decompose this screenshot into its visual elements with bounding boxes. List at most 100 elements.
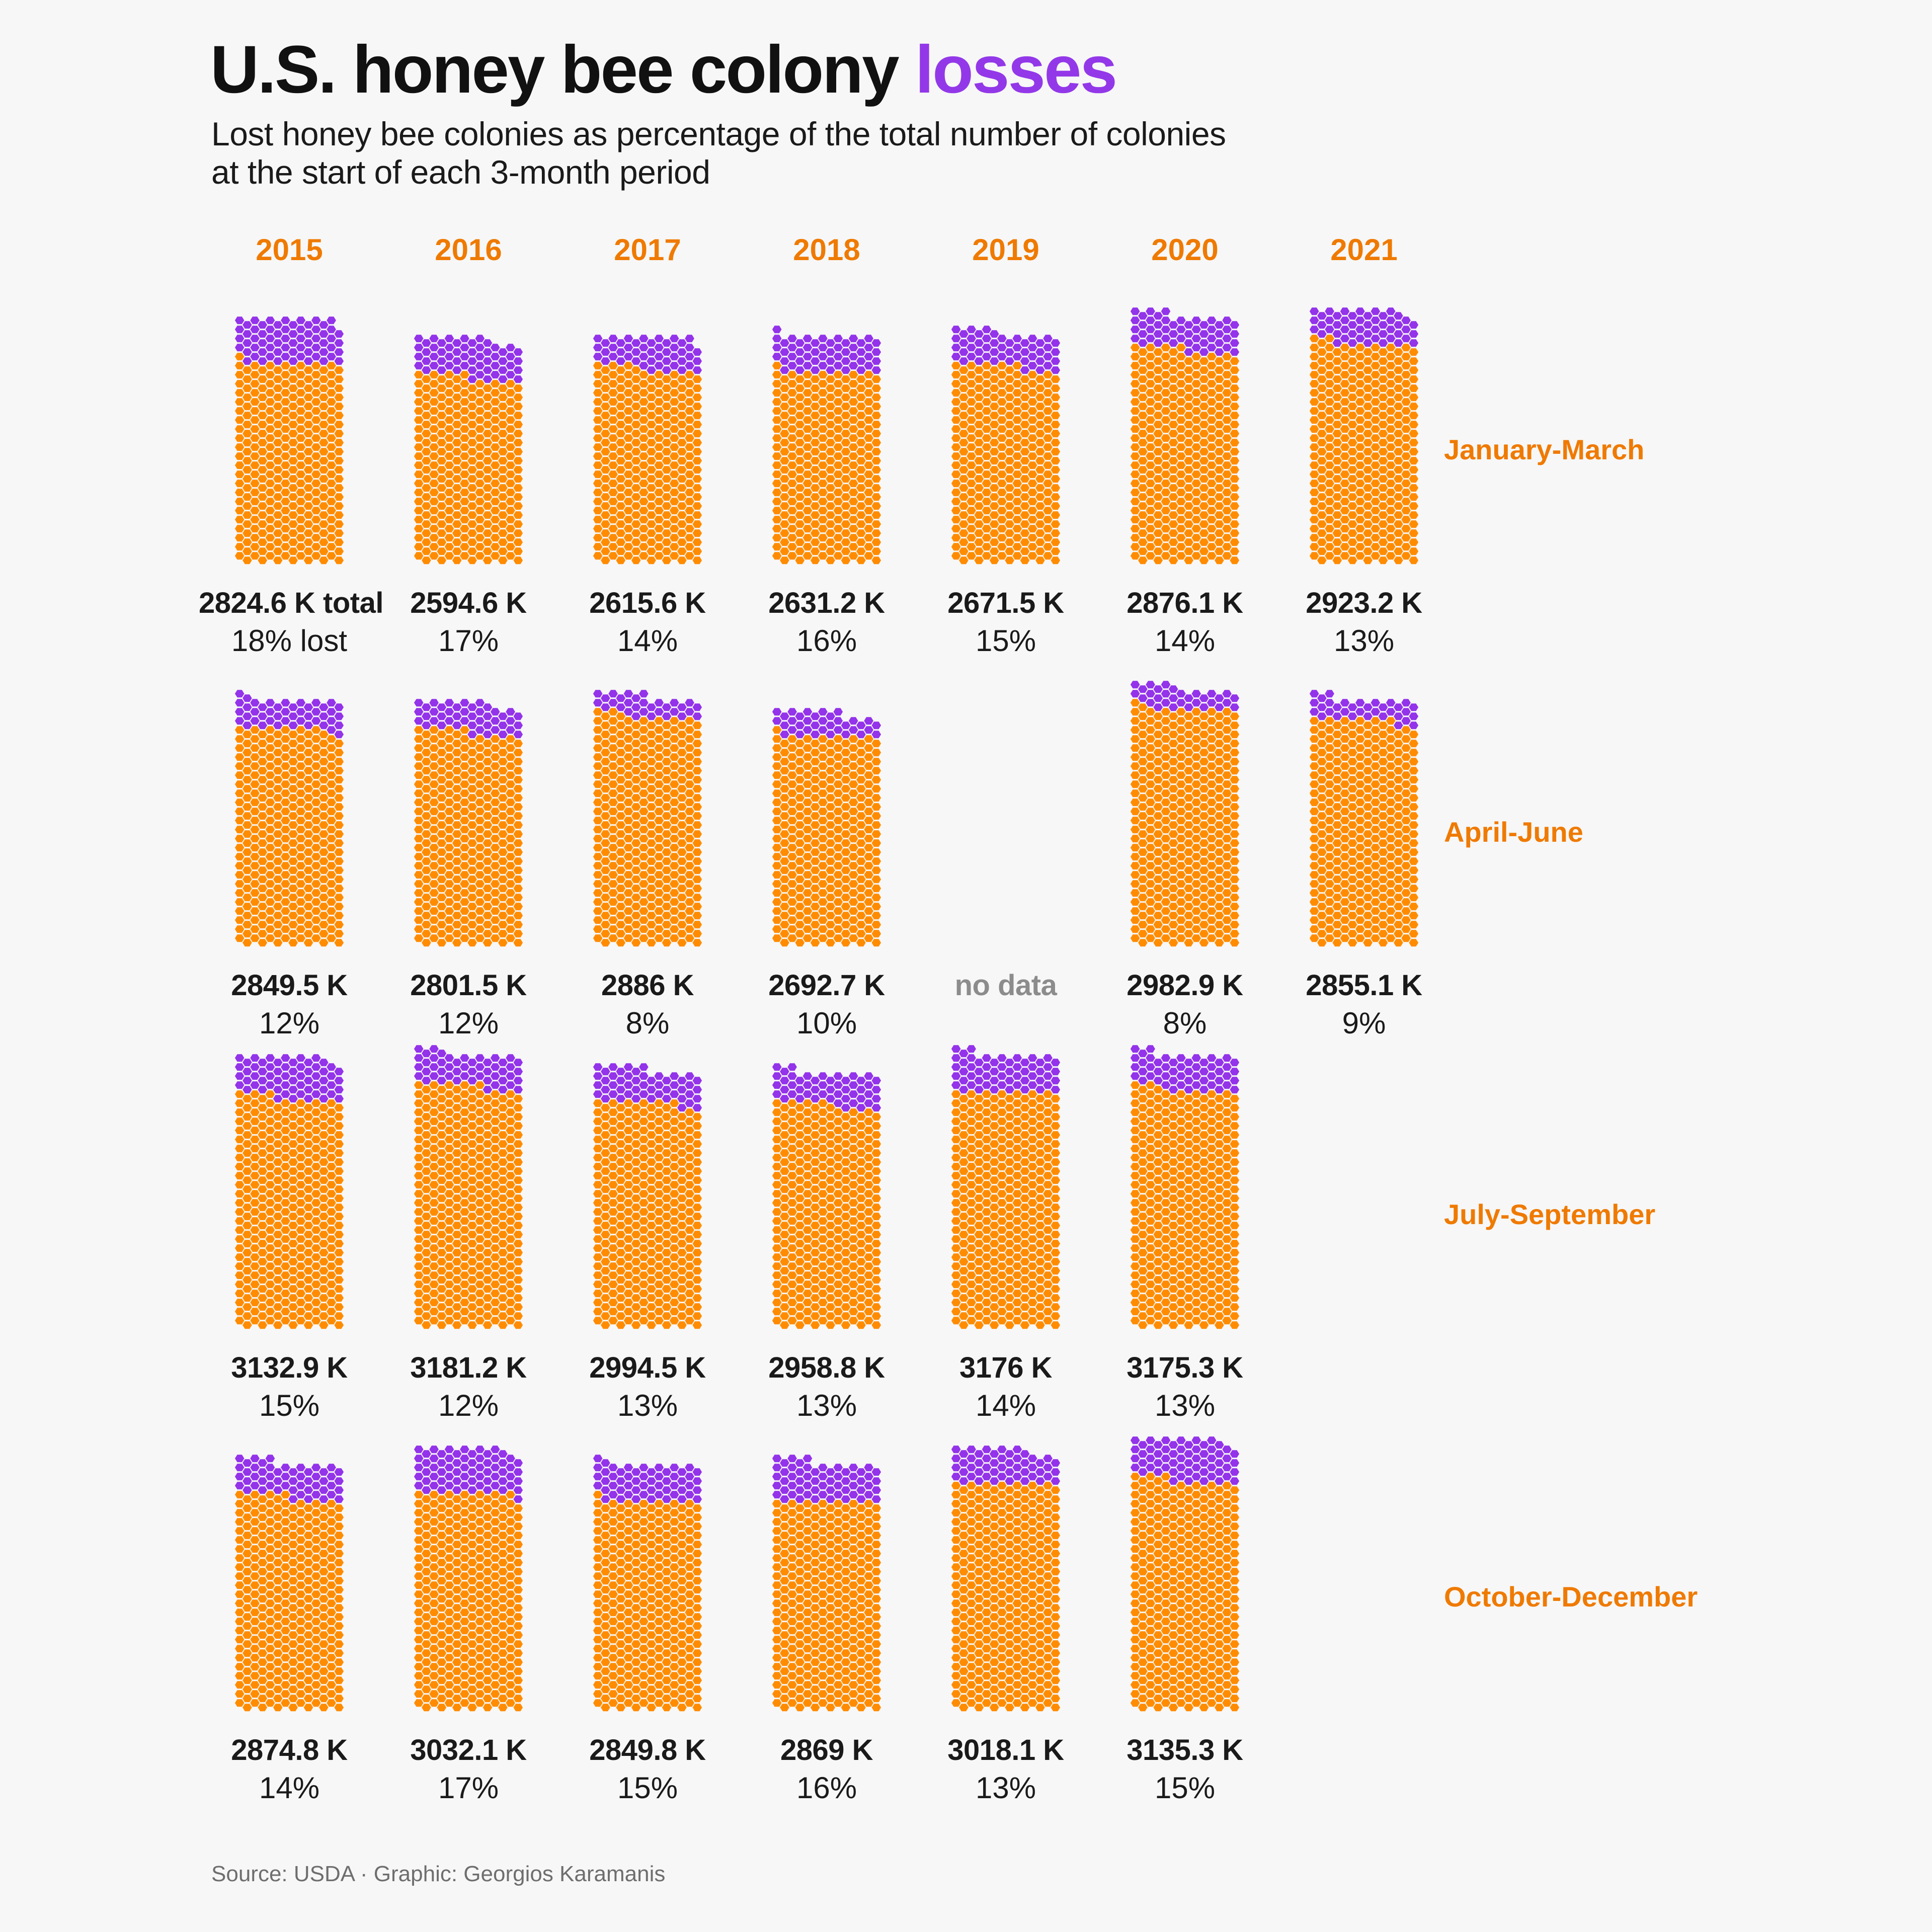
hex-remaining xyxy=(856,839,866,847)
hex-lost xyxy=(1371,316,1381,324)
hex-remaining xyxy=(772,498,782,505)
hex-remaining xyxy=(1317,740,1327,747)
hex-remaining xyxy=(514,903,523,910)
hex-remaining xyxy=(795,538,805,546)
hex-remaining xyxy=(250,735,260,743)
hex-remaining xyxy=(1192,543,1201,550)
hex-remaining xyxy=(685,543,694,550)
hex-remaining xyxy=(601,812,610,820)
hex-remaining xyxy=(266,762,275,770)
hex-lost xyxy=(311,717,321,725)
hex-remaining xyxy=(685,853,694,860)
hex-remaining xyxy=(616,712,626,720)
hex-remaining xyxy=(1230,848,1240,856)
hex-remaining xyxy=(288,412,298,419)
hex-remaining xyxy=(266,443,275,451)
hex-remaining xyxy=(677,448,687,455)
hex-remaining xyxy=(631,839,641,847)
hex-remaining xyxy=(1401,844,1411,851)
hex-remaining xyxy=(235,907,245,915)
hex-remaining xyxy=(616,830,626,838)
hex-remaining xyxy=(1169,511,1178,519)
hex-lost xyxy=(631,712,641,720)
hex-remaining xyxy=(834,525,843,532)
hex-remaining xyxy=(1035,502,1045,510)
hex-remaining xyxy=(1310,498,1319,505)
hex-remaining xyxy=(1340,798,1350,806)
hex-remaining xyxy=(1146,461,1155,469)
hex-remaining xyxy=(296,498,306,505)
hex-remaining xyxy=(445,907,454,915)
hex-remaining xyxy=(1325,335,1334,342)
hex-remaining xyxy=(498,448,508,455)
hex-lost xyxy=(319,703,329,711)
hex-remaining xyxy=(335,493,344,501)
hex-remaining xyxy=(1230,448,1240,455)
hex-lost xyxy=(445,353,454,360)
hex-remaining xyxy=(1192,835,1201,842)
hex-lost xyxy=(273,712,283,720)
hex-remaining xyxy=(1310,543,1319,550)
hex-lost xyxy=(1207,326,1217,333)
hex-remaining xyxy=(856,776,866,783)
hex-remaining xyxy=(1184,357,1193,365)
hex-remaining xyxy=(475,771,485,779)
hex-remaining xyxy=(990,439,999,446)
hex-remaining xyxy=(849,552,858,559)
hex-remaining xyxy=(1176,934,1186,942)
hex-remaining xyxy=(1379,830,1388,838)
hex-remaining xyxy=(1222,498,1232,505)
hex-remaining xyxy=(304,758,313,765)
hex-remaining xyxy=(483,740,493,747)
hex-remaining xyxy=(1013,362,1022,369)
hex-remaining xyxy=(951,543,961,550)
hex-remaining xyxy=(655,525,664,532)
hex-remaining xyxy=(1138,384,1148,392)
hex-remaining xyxy=(1394,794,1403,801)
hex-remaining xyxy=(414,898,424,906)
hex-lost xyxy=(273,348,283,356)
hex-remaining xyxy=(811,848,820,856)
hex-remaining xyxy=(834,780,843,788)
hex-remaining xyxy=(670,826,679,833)
hex-remaining xyxy=(811,457,820,464)
hex-remaining xyxy=(1028,516,1037,523)
hex-remaining xyxy=(655,853,664,860)
hex-remaining xyxy=(856,430,866,437)
hex-remaining xyxy=(803,507,813,514)
hex-lost xyxy=(319,712,329,720)
hex-lost xyxy=(437,703,447,711)
hex-remaining xyxy=(856,538,866,546)
hex-remaining xyxy=(685,389,694,396)
hex-remaining xyxy=(1028,371,1037,378)
hex-remaining xyxy=(639,498,649,505)
hex-remaining xyxy=(670,916,679,924)
hex-lost xyxy=(475,335,485,342)
hex-lost xyxy=(677,366,687,374)
hex-lost xyxy=(475,344,485,351)
hex-remaining xyxy=(296,479,306,487)
hex-remaining xyxy=(437,421,447,428)
hex-remaining xyxy=(311,489,321,496)
hex-remaining xyxy=(841,384,851,392)
hex-remaining xyxy=(780,502,789,510)
hex-remaining xyxy=(1394,520,1403,528)
hex-lost xyxy=(818,362,828,369)
hex-remaining xyxy=(1131,898,1140,906)
hex-remaining xyxy=(1394,767,1403,774)
hex-remaining xyxy=(601,721,610,729)
hex-remaining xyxy=(258,903,268,910)
hex-remaining xyxy=(608,470,618,478)
hex-remaining xyxy=(1222,826,1232,833)
hex-remaining xyxy=(1310,507,1319,514)
hex-remaining xyxy=(422,921,431,928)
hex-remaining xyxy=(864,789,873,797)
hex-remaining xyxy=(1131,507,1140,514)
hex-remaining xyxy=(826,448,835,455)
hex-lost xyxy=(1355,326,1365,333)
hex-remaining xyxy=(1138,839,1148,847)
hex-lost xyxy=(1348,312,1357,319)
hex-remaining xyxy=(445,925,454,933)
hex-remaining xyxy=(951,452,961,460)
hex-remaining xyxy=(1192,898,1201,906)
